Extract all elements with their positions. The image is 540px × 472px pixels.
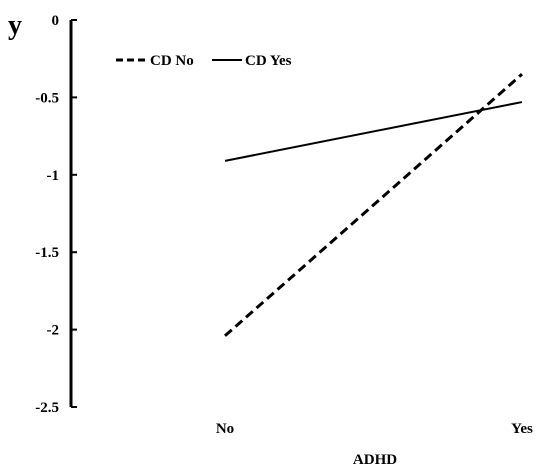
legend: CD No CD Yes [116,53,292,69]
series-layer [224,73,523,337]
legend-label-cd-yes: CD Yes [245,53,292,69]
y-tick-label: -2 [47,323,60,339]
y-axis-title: y [8,10,22,41]
x-axis: No Yes [216,421,533,437]
y-tick-label: -2.5 [35,400,59,416]
x-tick-label: Yes [511,421,533,437]
y-tick-label: -1 [47,168,60,184]
series-line-cd-yes [224,101,523,162]
x-tick-label: No [216,421,234,437]
legend-label-cd-no: CD No [150,53,194,69]
series-line-cd-no [224,73,523,337]
y-axis: 0 -0.5 -1 -1.5 -2 -2.5 [35,13,77,416]
y-tick-label: -0.5 [35,90,59,106]
y-tick-label: 0 [52,13,60,29]
x-axis-title: ADHD [353,452,397,468]
y-tick-label: -1.5 [35,245,59,261]
